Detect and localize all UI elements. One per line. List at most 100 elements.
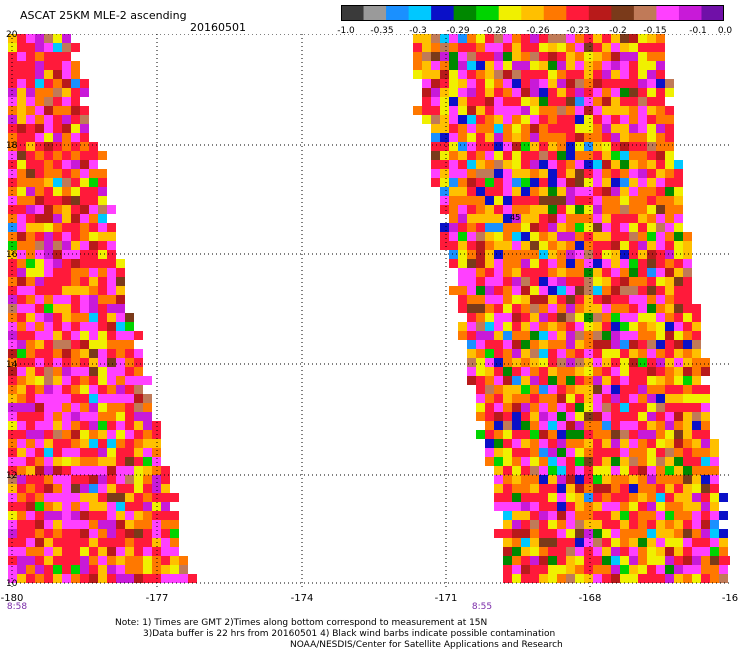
swath-cell bbox=[476, 376, 485, 385]
swath-cell bbox=[152, 448, 161, 457]
swath-cell bbox=[620, 457, 629, 466]
swath-cell bbox=[692, 412, 701, 421]
swath-cell bbox=[647, 421, 656, 430]
swath-cell bbox=[683, 286, 692, 295]
swath-cell bbox=[656, 214, 665, 223]
swath-cell bbox=[584, 502, 593, 511]
swath-cell bbox=[80, 286, 89, 295]
swath-cell bbox=[620, 448, 629, 457]
swath-cell bbox=[575, 556, 584, 565]
swath-cell bbox=[710, 520, 719, 529]
swath-cell bbox=[611, 97, 620, 106]
swath-cell bbox=[107, 268, 116, 277]
swath-cell bbox=[449, 34, 458, 43]
swath-cell bbox=[17, 574, 26, 583]
swath-cell bbox=[674, 223, 683, 232]
swath-cell bbox=[458, 151, 467, 160]
swath-cell bbox=[656, 448, 665, 457]
swath-cell bbox=[71, 385, 80, 394]
swath-cell bbox=[125, 502, 134, 511]
swath-cell bbox=[584, 79, 593, 88]
swath-cell bbox=[701, 529, 710, 538]
swath-cell bbox=[26, 187, 35, 196]
swath-cell bbox=[449, 286, 458, 295]
swath-cell bbox=[53, 484, 62, 493]
swath-cell bbox=[530, 322, 539, 331]
swath-cell bbox=[602, 52, 611, 61]
swath-cell bbox=[476, 295, 485, 304]
swath-cell bbox=[593, 520, 602, 529]
swath-cell bbox=[638, 511, 647, 520]
lon-label: -174 bbox=[290, 593, 314, 604]
swath-cell bbox=[629, 313, 638, 322]
swath-cell bbox=[494, 394, 503, 403]
swath-cell bbox=[35, 556, 44, 565]
swath-cell bbox=[584, 367, 593, 376]
swath-cell bbox=[503, 196, 512, 205]
swath-cell bbox=[71, 430, 80, 439]
swath-cell bbox=[17, 484, 26, 493]
swath-cell bbox=[494, 439, 503, 448]
swath-cell bbox=[458, 178, 467, 187]
swath-cell bbox=[62, 250, 71, 259]
swath-cell bbox=[674, 556, 683, 565]
swath-cell bbox=[17, 322, 26, 331]
swath-cell bbox=[440, 70, 449, 79]
swath-cell bbox=[53, 520, 62, 529]
swath-cell bbox=[17, 529, 26, 538]
swath-cell bbox=[89, 142, 98, 151]
swath-cell bbox=[530, 475, 539, 484]
swath-cell bbox=[692, 484, 701, 493]
swath-cell bbox=[530, 124, 539, 133]
swath-cell bbox=[53, 196, 62, 205]
swath-cell bbox=[683, 394, 692, 403]
swath-cell bbox=[539, 421, 548, 430]
swath-cell bbox=[449, 232, 458, 241]
swath-cell bbox=[683, 457, 692, 466]
swath-cell bbox=[620, 43, 629, 52]
swath-cell bbox=[683, 295, 692, 304]
swath-cell bbox=[170, 574, 179, 583]
swath-cell bbox=[125, 547, 134, 556]
swath-cell bbox=[512, 556, 521, 565]
swath-cell bbox=[602, 349, 611, 358]
swath-cell bbox=[548, 475, 557, 484]
swath-cell bbox=[638, 376, 647, 385]
swath-cell bbox=[566, 574, 575, 583]
swath-cell bbox=[143, 511, 152, 520]
swath-cell bbox=[611, 493, 620, 502]
swath-cell bbox=[476, 214, 485, 223]
swath-cell bbox=[620, 493, 629, 502]
swath-cell bbox=[557, 214, 566, 223]
swath-cell bbox=[71, 268, 80, 277]
swath-cell bbox=[584, 484, 593, 493]
swath-cell bbox=[620, 547, 629, 556]
swath-cell bbox=[656, 412, 665, 421]
swath-cell bbox=[512, 169, 521, 178]
swath-cell bbox=[683, 520, 692, 529]
swath-cell bbox=[521, 241, 530, 250]
swath-cell bbox=[575, 286, 584, 295]
colorbar-swatch bbox=[498, 5, 522, 21]
swath-cell bbox=[98, 385, 107, 394]
swath-cell bbox=[656, 358, 665, 367]
swath-cell bbox=[530, 250, 539, 259]
swath-cell bbox=[656, 106, 665, 115]
swath-cell bbox=[530, 259, 539, 268]
swath-cell bbox=[674, 538, 683, 547]
swath-cell bbox=[485, 196, 494, 205]
swath-cell bbox=[530, 547, 539, 556]
swath-cell bbox=[503, 223, 512, 232]
swath-cell bbox=[44, 214, 53, 223]
swath-cell bbox=[62, 511, 71, 520]
swath-cell bbox=[17, 214, 26, 223]
swath-cell bbox=[62, 133, 71, 142]
swath-cell bbox=[575, 304, 584, 313]
swath-cell bbox=[494, 223, 503, 232]
swath-cell bbox=[116, 358, 125, 367]
swath-cell bbox=[674, 475, 683, 484]
swath-cell bbox=[521, 394, 530, 403]
swath-cell bbox=[647, 457, 656, 466]
swath-cell bbox=[143, 394, 152, 403]
swath-cell bbox=[629, 178, 638, 187]
